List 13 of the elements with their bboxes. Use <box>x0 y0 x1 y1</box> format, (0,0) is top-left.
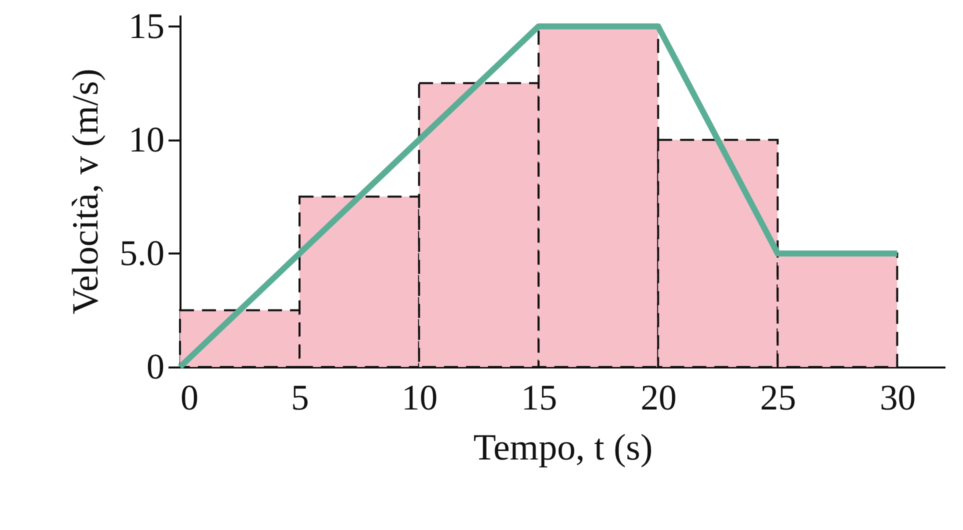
x-tick-label: 30 <box>880 378 916 418</box>
y-tick-label: 5.0 <box>120 232 164 273</box>
y-tick-label: 0 <box>146 346 164 386</box>
x-tick-label: 0 <box>180 378 198 418</box>
y-tick-label: 10 <box>128 119 164 160</box>
y-tick-label: 15 <box>128 6 164 46</box>
x-tick-label: 10 <box>402 378 438 418</box>
x-tick-label: 15 <box>521 378 558 418</box>
x-tick-label: 20 <box>640 378 677 418</box>
x-tick-label: 5 <box>291 378 310 418</box>
x-tick-label: 25 <box>760 378 796 418</box>
x-axis-title: Tempo, t (s) <box>473 428 653 468</box>
y-axis-title: Velocità, v (m/s) <box>66 68 106 314</box>
